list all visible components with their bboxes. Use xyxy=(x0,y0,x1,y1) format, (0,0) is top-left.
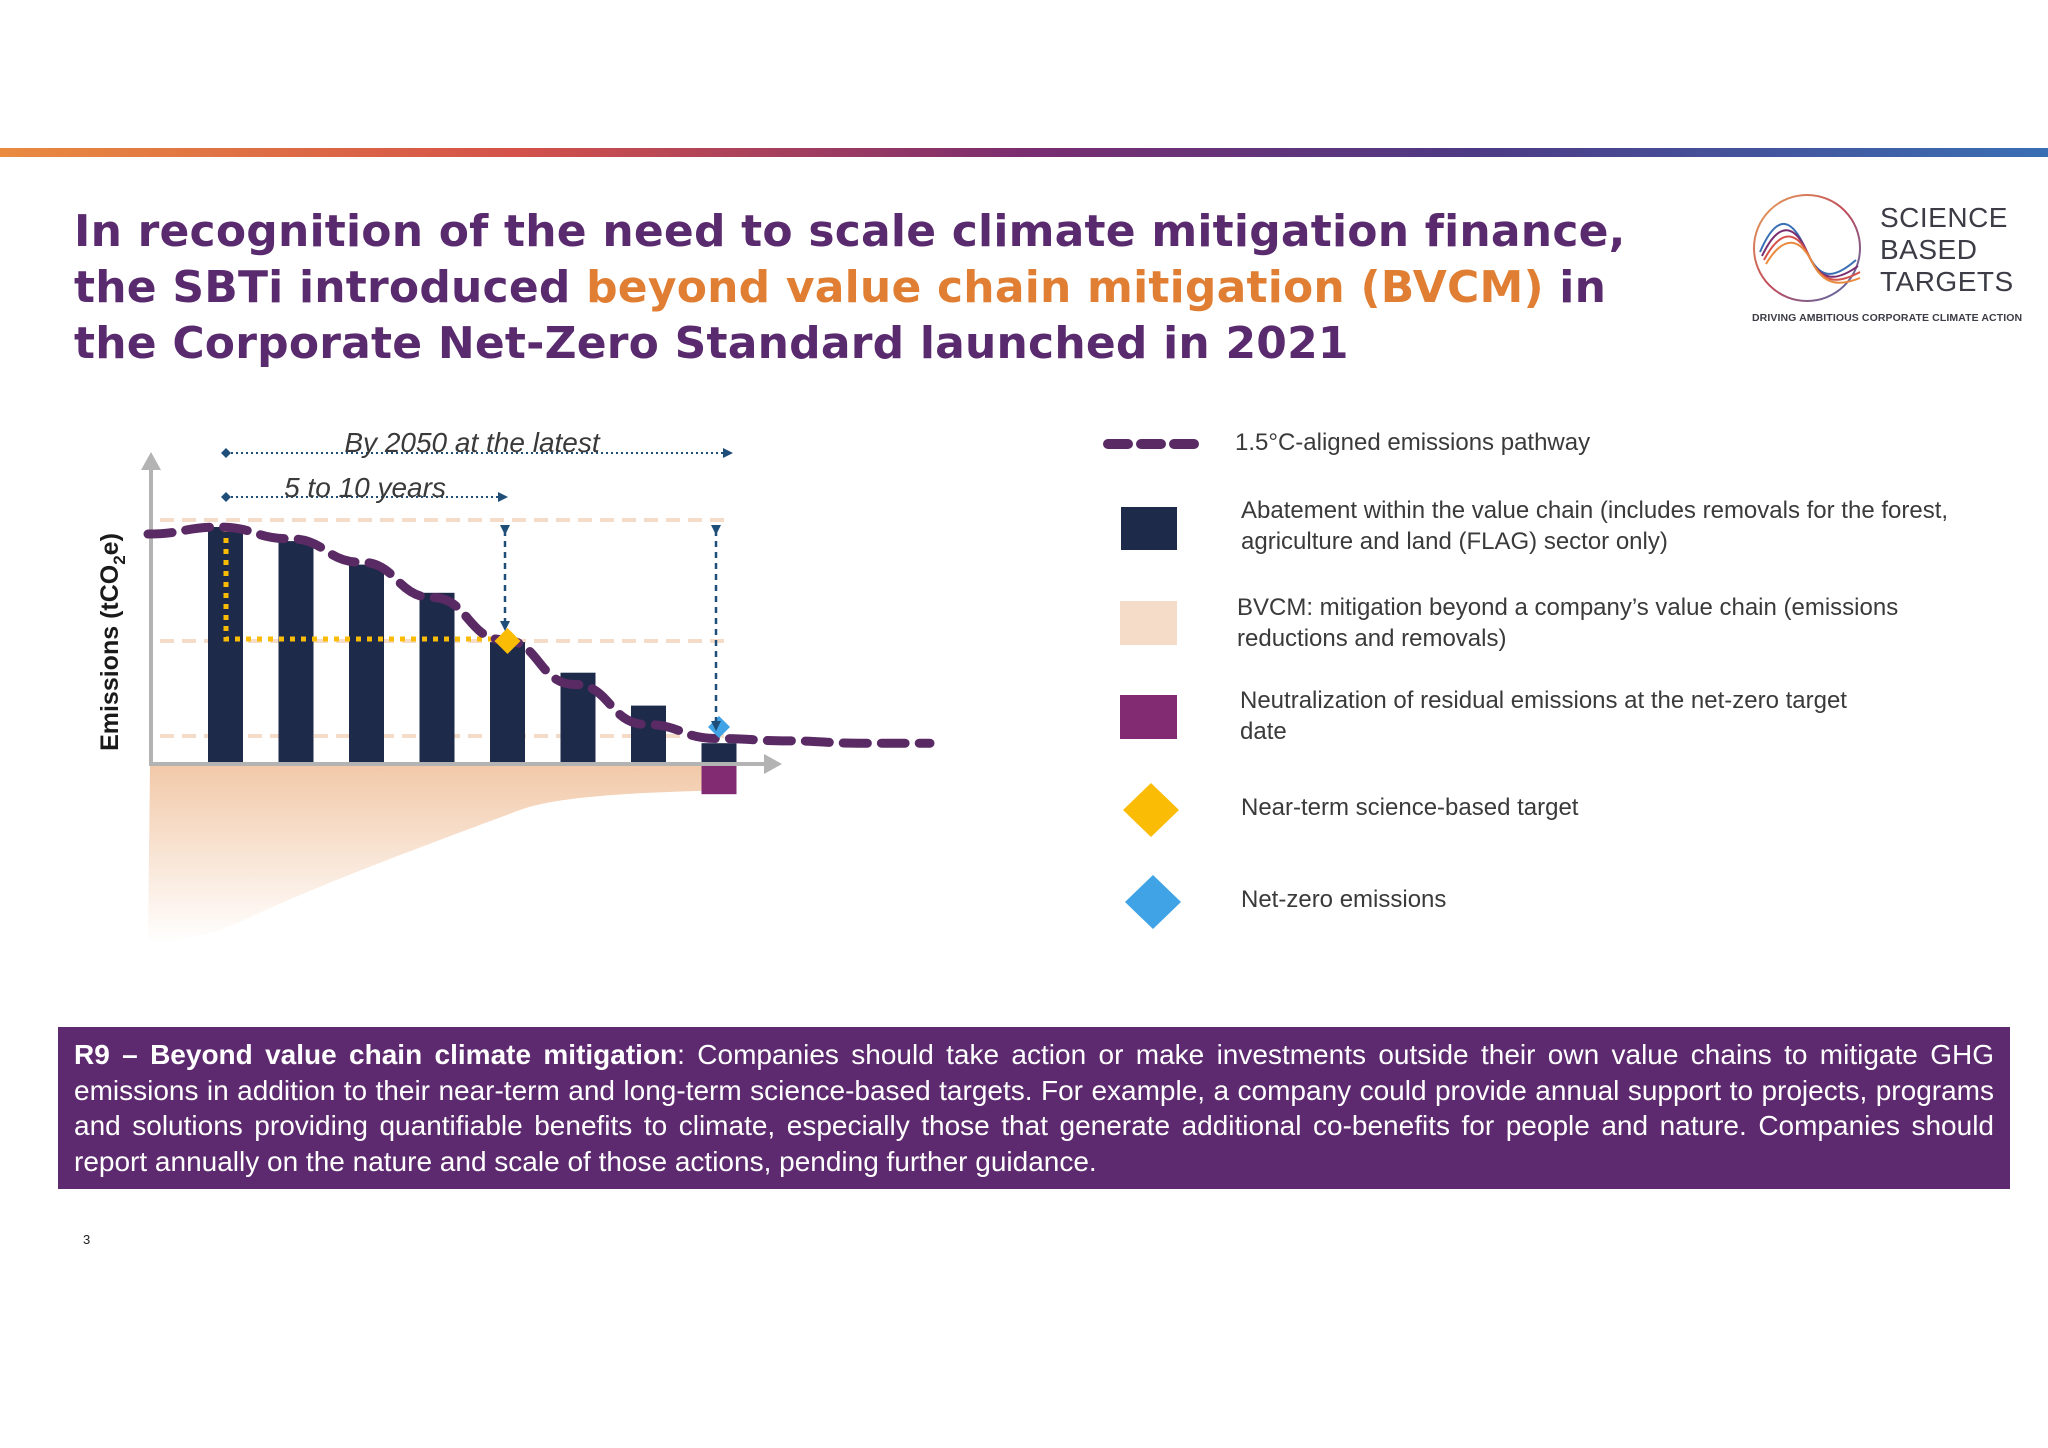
abatement-bar xyxy=(278,541,314,762)
recommendation-text: R9 – Beyond value chain climate mitigati… xyxy=(74,1037,1994,1179)
title-highlight: beyond value chain mitigation (BVCM) xyxy=(586,262,1544,313)
legend-label-near-term: Near-term science-based target xyxy=(1241,794,1579,821)
legend-abatement-swatch xyxy=(1121,507,1177,550)
page-title: In recognition of the need to scale clim… xyxy=(74,204,1674,372)
legend-pathway-symbol xyxy=(1103,439,1209,449)
y-axis-arrow-icon xyxy=(141,452,161,470)
abatement-bars xyxy=(208,527,737,762)
legend-bvcm-swatch xyxy=(1120,601,1177,645)
legend-neutralization-swatch xyxy=(1120,695,1177,739)
legend-abatement-line1: Abatement within the value chain (includ… xyxy=(1241,497,1949,524)
title-text-part2: in the Corporate Net-Zero Standard launc… xyxy=(74,262,1607,369)
abatement-bar xyxy=(208,527,243,762)
legend-net-zero-diamond-icon xyxy=(1125,875,1181,929)
abatement-bar xyxy=(490,642,525,762)
top-gradient-rule xyxy=(0,148,2048,157)
legend-label-bvcm: BVCM: mitigation beyond a company’s valu… xyxy=(1237,592,1898,654)
legend-near-term-diamond-icon xyxy=(1123,783,1179,837)
neutralization-bar xyxy=(701,766,737,795)
emissions-pathway-line xyxy=(143,522,935,748)
bvcm-area xyxy=(148,766,735,943)
title-text-part1: In recognition of the need to scale clim… xyxy=(74,206,1626,313)
abatement-bar xyxy=(419,592,455,762)
y-axis-label-sub: 2 xyxy=(110,555,129,564)
legend-neutralization-line2: date xyxy=(1240,718,1287,745)
recommendation-heading: R9 – Beyond value chain climate mitigati… xyxy=(74,1039,678,1070)
span-long-label: By 2050 at the latest xyxy=(344,427,601,458)
sbti-logo: SCIENCE BASED TARGETS DRIVING AMBITIOUS … xyxy=(1748,190,2022,330)
logo-line-based: BASED xyxy=(1880,234,1978,265)
logo-tagline: DRIVING AMBITIOUS CORPORATE CLIMATE ACTI… xyxy=(1752,312,2023,324)
page-number: 3 xyxy=(83,1232,91,1247)
legend-abatement-line2: agriculture and land (FLAG) sector only) xyxy=(1241,528,1668,555)
legend-label-pathway: 1.5°C-aligned emissions pathway xyxy=(1235,429,1591,456)
logo-emblem-icon xyxy=(1753,194,1861,302)
y-axis-label-suffix: e) xyxy=(96,533,124,555)
near-term-target-marker xyxy=(494,628,521,654)
legend-label-abatement: Abatement within the value chain (includ… xyxy=(1241,495,1948,557)
legend-bvcm-line2: reductions and removals) xyxy=(1237,625,1507,652)
logo-line-science: SCIENCE xyxy=(1880,202,2008,233)
legend-neutralization-line1: Neutralization of residual emissions at … xyxy=(1240,687,1847,714)
abatement-bar xyxy=(631,705,666,762)
y-axis-label: Emissions (tCO2e) xyxy=(96,533,129,751)
legend-label-net-zero: Net-zero emissions xyxy=(1241,886,1447,913)
legend-bvcm-line1: BVCM: mitigation beyond a company’s valu… xyxy=(1237,594,1899,621)
recommendation-box: R9 – Beyond value chain climate mitigati… xyxy=(58,1027,2010,1189)
span-short-label: 5 to 10 years xyxy=(284,472,446,503)
logo-line-targets: TARGETS xyxy=(1880,266,2014,297)
legend-label-neutralization: Neutralization of residual emissions at … xyxy=(1240,685,1847,747)
near-term-guide xyxy=(223,527,505,642)
y-axis-label-main: Emissions (tCO xyxy=(96,565,124,751)
logo-wordmark: SCIENCE BASED TARGETS xyxy=(1880,202,2014,298)
emissions-diagram: By 2050 at the latest 5 to 10 years Emis… xyxy=(96,427,935,943)
x-axis-arrow-icon xyxy=(764,754,782,774)
abatement-bar xyxy=(701,743,737,762)
legend: 1.5°C-aligned emissions pathway Abatemen… xyxy=(1100,420,2020,940)
abatement-bar xyxy=(349,564,384,762)
recommendation-body: : Companies should take action or make i… xyxy=(74,1039,1994,1177)
